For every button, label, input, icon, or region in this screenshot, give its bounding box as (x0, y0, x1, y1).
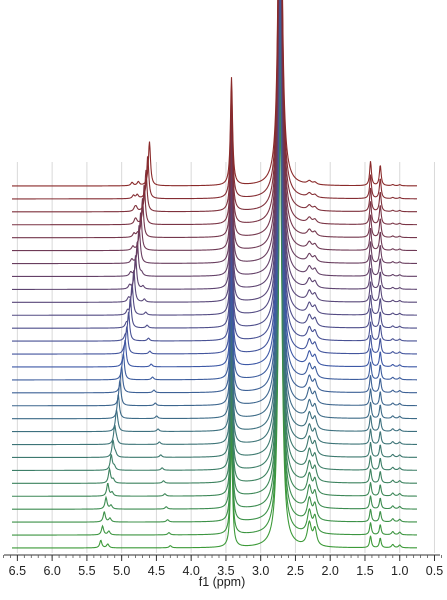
x-tick-label: 6.0 (43, 564, 60, 578)
spectrum-trace (12, 0, 418, 226)
spectrum-trace (12, 27, 417, 459)
spectrum-trace (12, 0, 417, 213)
x-tick-label: 3.5 (217, 564, 234, 578)
x-tick-label: 4.5 (148, 564, 165, 578)
spectra-stack (11, 0, 418, 549)
spectrum-trace (12, 0, 417, 420)
spectrum-trace (12, 0, 417, 278)
spectrum-trace (11, 0, 417, 187)
x-axis: 6.5 6.0 5.5 5.0 4.5 4.0 3.5 3.0 2.5 2.0 1.5 1.0 0.5 (3, 554, 443, 578)
spectrum-trace (12, 0, 417, 368)
x-tick-label: 4.0 (182, 564, 199, 578)
x-tick-label: 1.0 (391, 564, 408, 578)
spectrum-trace (12, 105, 418, 536)
spectrum-trace (12, 0, 418, 355)
spectrum-trace (12, 92, 417, 523)
x-tick-label: 3.0 (252, 564, 269, 578)
x-tick-label: 2.5 (287, 564, 304, 578)
spectrum-trace (12, 0, 418, 342)
spectrum-trace (12, 0, 417, 303)
x-tick-label: 2.0 (322, 564, 339, 578)
spectrum-trace (12, 0, 418, 290)
spectrum-trace (12, 0, 417, 316)
spectrum-trace (12, 79, 417, 510)
spectrum-trace (12, 0, 417, 265)
spectrum-trace (12, 53, 417, 484)
x-tick-label: 1.5 (356, 564, 373, 578)
x-axis-title: f1 (ppm) (199, 575, 246, 589)
spectrum-trace (12, 0, 417, 252)
x-tick-label: 5.0 (113, 564, 130, 578)
spectrum-trace (12, 1, 417, 433)
spectrum-trace (12, 0, 418, 407)
spectrum-trace (12, 0, 417, 200)
spectrum-trace (12, 118, 417, 549)
x-tick-label: 5.5 (78, 564, 95, 578)
spectrum-trace (12, 0, 417, 329)
spectrum-trace (12, 40, 418, 471)
spectrum-trace (12, 66, 417, 497)
spectrum-trace (12, 0, 417, 239)
x-tick-label: 6.5 (9, 564, 26, 578)
x-tick-label: 0.5 (426, 564, 443, 578)
vertical-gridlines (16, 162, 435, 553)
spectrum-trace (12, 0, 417, 394)
spectrum-trace (12, 0, 417, 381)
spectrum-trace (12, 14, 417, 446)
